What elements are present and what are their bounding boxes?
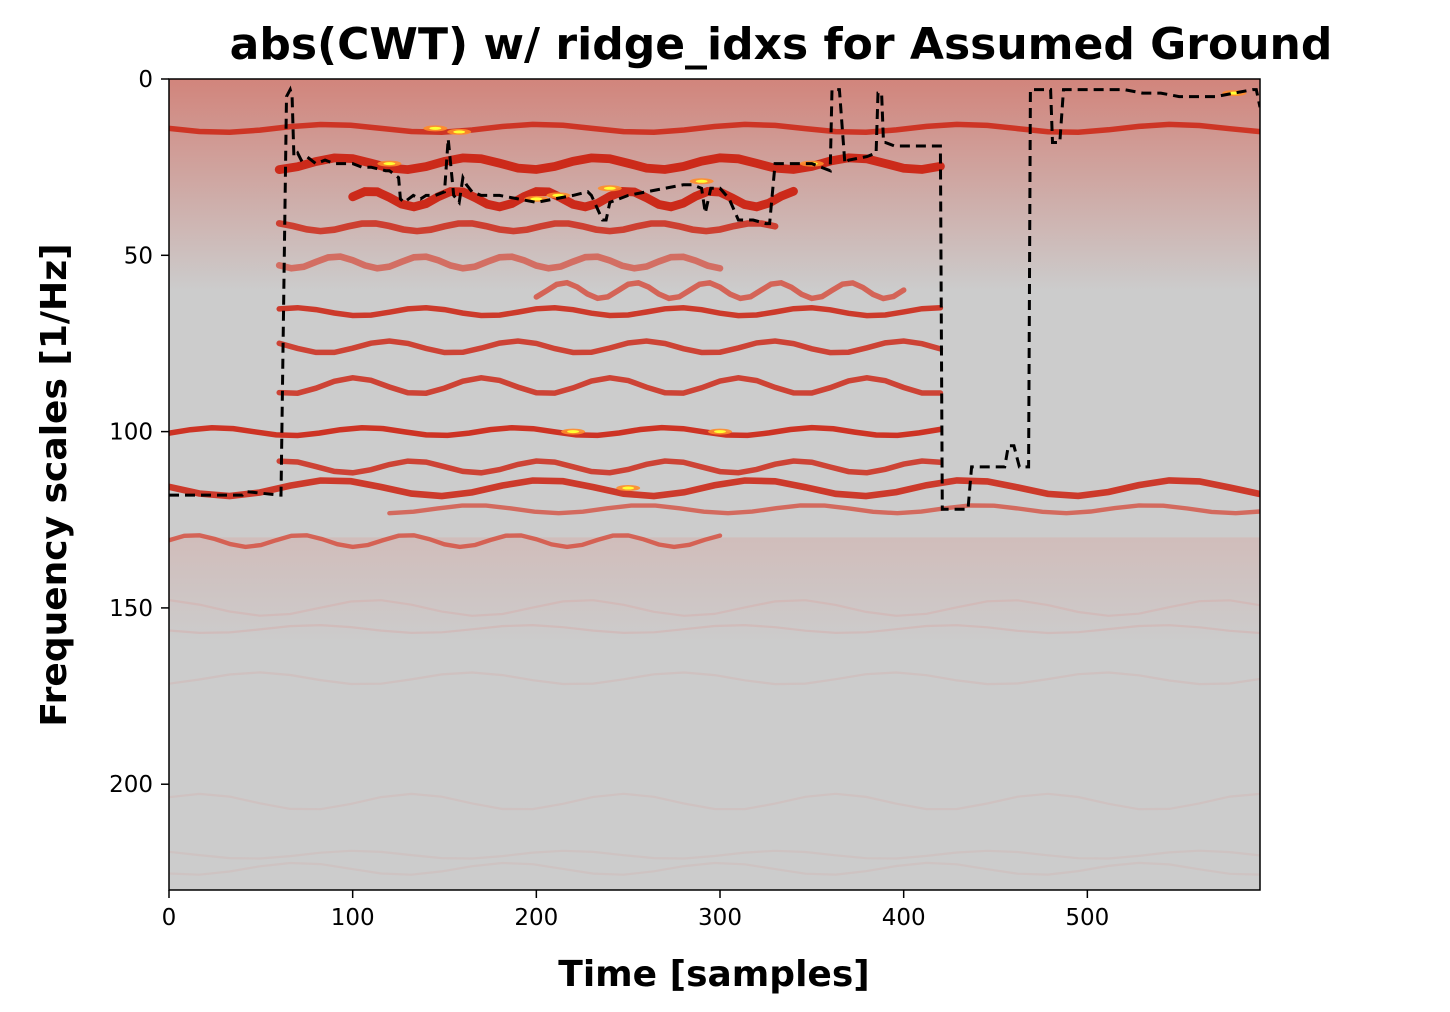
x-tick-label: 200 [514, 905, 558, 931]
ridge-layer [169, 85, 1260, 511]
heatmap-bands [169, 79, 1260, 876]
heat-band [169, 792, 1260, 811]
heat-band [275, 220, 779, 235]
x-tick-label: 500 [1065, 905, 1109, 931]
heat-band [533, 279, 907, 302]
heat-band [276, 375, 944, 396]
y-axis-label: Frequency scales [1/Hz] [34, 243, 75, 726]
heat-band [169, 424, 944, 439]
heat-band [276, 304, 944, 319]
ridge-line [169, 85, 1260, 511]
x-axis-label: Time [samples] [558, 954, 869, 995]
y-tick-label: 150 [109, 596, 153, 622]
heat-hotspot-core [429, 126, 442, 130]
heat-hotspot-core [695, 179, 708, 183]
plot-area [168, 78, 1261, 891]
heat-hotspot-core [714, 430, 727, 434]
heat-band [387, 503, 1260, 516]
x-tick-label: 100 [331, 905, 375, 931]
x-tick-label: 400 [882, 905, 926, 931]
heat-band [169, 861, 1260, 876]
heat-band [169, 477, 1260, 500]
heat-band [169, 623, 1260, 635]
heat-band [169, 599, 1260, 617]
y-axis: 0 50 100 150 200 [109, 67, 169, 798]
heat-band [275, 253, 724, 272]
chart-title: abs(CWT) w/ ridge_idxs for Assumed Groun… [230, 19, 1333, 70]
heat-band [169, 533, 723, 550]
x-axis: 0 100 200 300 400 500 [162, 890, 1109, 931]
heat-hotspot-core [530, 197, 543, 201]
heat-band [276, 458, 944, 476]
heat-band [348, 186, 798, 212]
heat-hotspot-core [383, 162, 396, 166]
y-tick-label: 0 [138, 67, 153, 93]
heat-hotspot-core [453, 130, 466, 134]
heat-top-glow [169, 79, 1260, 291]
x-tick-label: 0 [162, 905, 177, 931]
heat-band [169, 121, 1260, 136]
heat-band [169, 671, 1260, 686]
plot-frame [168, 78, 1261, 891]
heat-hotspot-core [603, 186, 616, 190]
y-tick-label: 100 [109, 420, 153, 446]
y-tick-label: 200 [109, 772, 153, 798]
heat-band [276, 338, 944, 356]
y-tick-label: 50 [124, 243, 153, 269]
heat-lower-haze [169, 537, 1260, 644]
x-tick-label: 300 [698, 905, 742, 931]
heat-band [169, 849, 1260, 860]
heat-hotspot-core [567, 430, 580, 434]
heat-hotspot-core [622, 486, 635, 490]
